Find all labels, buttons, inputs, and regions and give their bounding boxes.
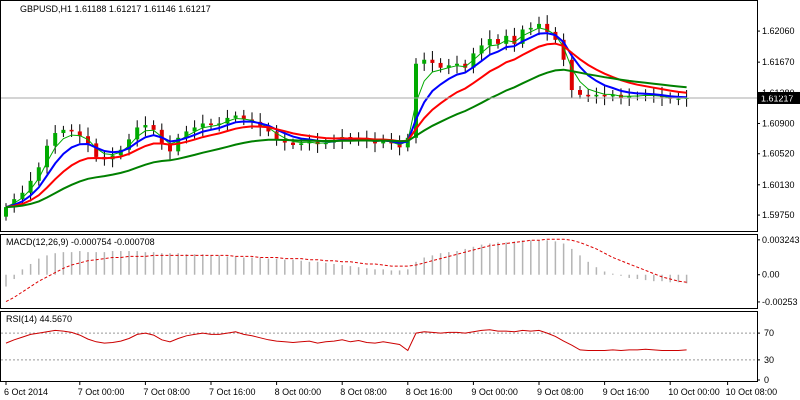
- candle-body: [446, 65, 451, 68]
- candle-body: [586, 94, 591, 97]
- x-tick-label: 8 Oct 00:00: [275, 387, 322, 397]
- x-tick-label: 9 Oct 08:00: [537, 387, 584, 397]
- candle-body: [463, 63, 468, 68]
- price-tick-label: 1.62060: [762, 26, 795, 36]
- candle-body: [594, 94, 599, 97]
- candle-body: [455, 63, 459, 66]
- candle-body: [53, 133, 58, 146]
- candle-body: [4, 207, 8, 217]
- x-tick-label: 7 Oct 16:00: [209, 387, 256, 397]
- candle-body: [496, 39, 500, 44]
- x-tick-label: 9 Oct 16:00: [603, 387, 650, 397]
- candle-body: [422, 59, 427, 64]
- rsi-label: RSI(14) 44.5670: [6, 314, 72, 324]
- rsi-tick-label: 70: [764, 328, 774, 338]
- macd-label: MACD(12,26,9) -0.000754 -0.000708: [6, 237, 155, 247]
- candle-body: [192, 127, 197, 132]
- x-tick-label: 9 Oct 00:00: [471, 387, 518, 397]
- candle-body: [36, 167, 41, 181]
- macd-panel-frame: [0, 234, 758, 309]
- candle-body: [405, 137, 410, 148]
- macd-signal-line: [5, 238, 687, 303]
- price-tick-label: 1.59750: [762, 210, 795, 220]
- candle-body: [135, 127, 140, 140]
- candle-body: [561, 39, 566, 60]
- candle-body: [274, 131, 279, 140]
- x-tick-label: 10 Oct 08:00: [726, 387, 778, 397]
- price-tick-label: 1.60520: [762, 149, 795, 159]
- candle-body: [168, 143, 172, 152]
- candle-body: [200, 123, 205, 128]
- rsi-panel-frame: [0, 311, 758, 382]
- candle-body: [258, 121, 263, 128]
- ma-fast-line: [5, 27, 687, 208]
- candle-body: [291, 142, 295, 145]
- rsi-tick-label: 30: [764, 355, 774, 365]
- candle-body: [225, 117, 230, 124]
- candle-body: [512, 35, 517, 44]
- candle-body: [487, 39, 492, 46]
- macd-tick-label: 0.003243: [762, 235, 800, 245]
- macd-tick-label: 0.00: [762, 270, 780, 280]
- candle-body: [545, 23, 550, 32]
- price-tick-label: 1.61670: [762, 57, 795, 67]
- candle-body: [610, 94, 615, 97]
- x-tick-label: 8 Oct 08:00: [340, 387, 387, 397]
- rsi-line: [5, 329, 687, 352]
- x-tick-label: 10 Oct 00:00: [668, 387, 720, 397]
- candle-body: [397, 143, 402, 148]
- candle-body: [520, 29, 525, 44]
- candle-body: [504, 35, 509, 44]
- x-tick-label: 7 Oct 08:00: [143, 387, 190, 397]
- candle-body: [127, 139, 131, 150]
- price-tick-label: 1.61280: [762, 88, 795, 98]
- candle-body: [569, 59, 574, 91]
- candle-body: [627, 96, 632, 98]
- x-tick-label: 7 Oct 00:00: [78, 387, 125, 397]
- x-tick-label: 8 Oct 16:00: [406, 387, 453, 397]
- candle-body: [602, 94, 607, 97]
- macd-tick-label: -0.00253: [762, 297, 798, 307]
- candle-body: [537, 23, 541, 28]
- candle-body: [209, 123, 213, 126]
- ma-blue-line: [5, 32, 687, 209]
- candle-body: [438, 62, 443, 68]
- candle-body: [414, 63, 418, 138]
- candle-body: [528, 27, 533, 30]
- price-panel-frame: [0, 0, 758, 232]
- price-tick-label: 1.60130: [762, 180, 795, 190]
- candle-body: [20, 192, 25, 200]
- candle-body: [241, 115, 246, 120]
- candle-body: [151, 125, 156, 130]
- candle-body: [578, 90, 582, 95]
- current-price-tag: [758, 91, 800, 104]
- candle-body: [45, 145, 49, 168]
- candle-body: [299, 143, 304, 145]
- candle-body: [143, 125, 148, 128]
- candle-body: [233, 115, 238, 118]
- candle-body: [373, 140, 377, 144]
- chart-header: GBPUSD,H1 1.61188 1.61217 1.61146 1.6121…: [20, 4, 211, 14]
- x-tick-label: 6 Oct 2014: [4, 387, 48, 397]
- candle-body: [217, 123, 222, 126]
- price-tick-label: 1.60900: [762, 118, 795, 128]
- candle-body: [184, 131, 189, 138]
- candle-body: [430, 59, 435, 63]
- candle-body: [69, 129, 74, 132]
- candle-body: [61, 129, 66, 134]
- candle-body: [28, 180, 33, 193]
- candle-body: [77, 131, 82, 137]
- candle-body: [676, 98, 681, 100]
- ma-slow-line: [5, 68, 687, 209]
- candle-body: [266, 127, 271, 132]
- current-price-label: 1.61217: [761, 93, 794, 103]
- ma-red-line: [5, 42, 687, 209]
- rsi-tick-label: 0: [764, 375, 769, 385]
- candle-body: [479, 45, 484, 54]
- candle-body: [94, 143, 99, 157]
